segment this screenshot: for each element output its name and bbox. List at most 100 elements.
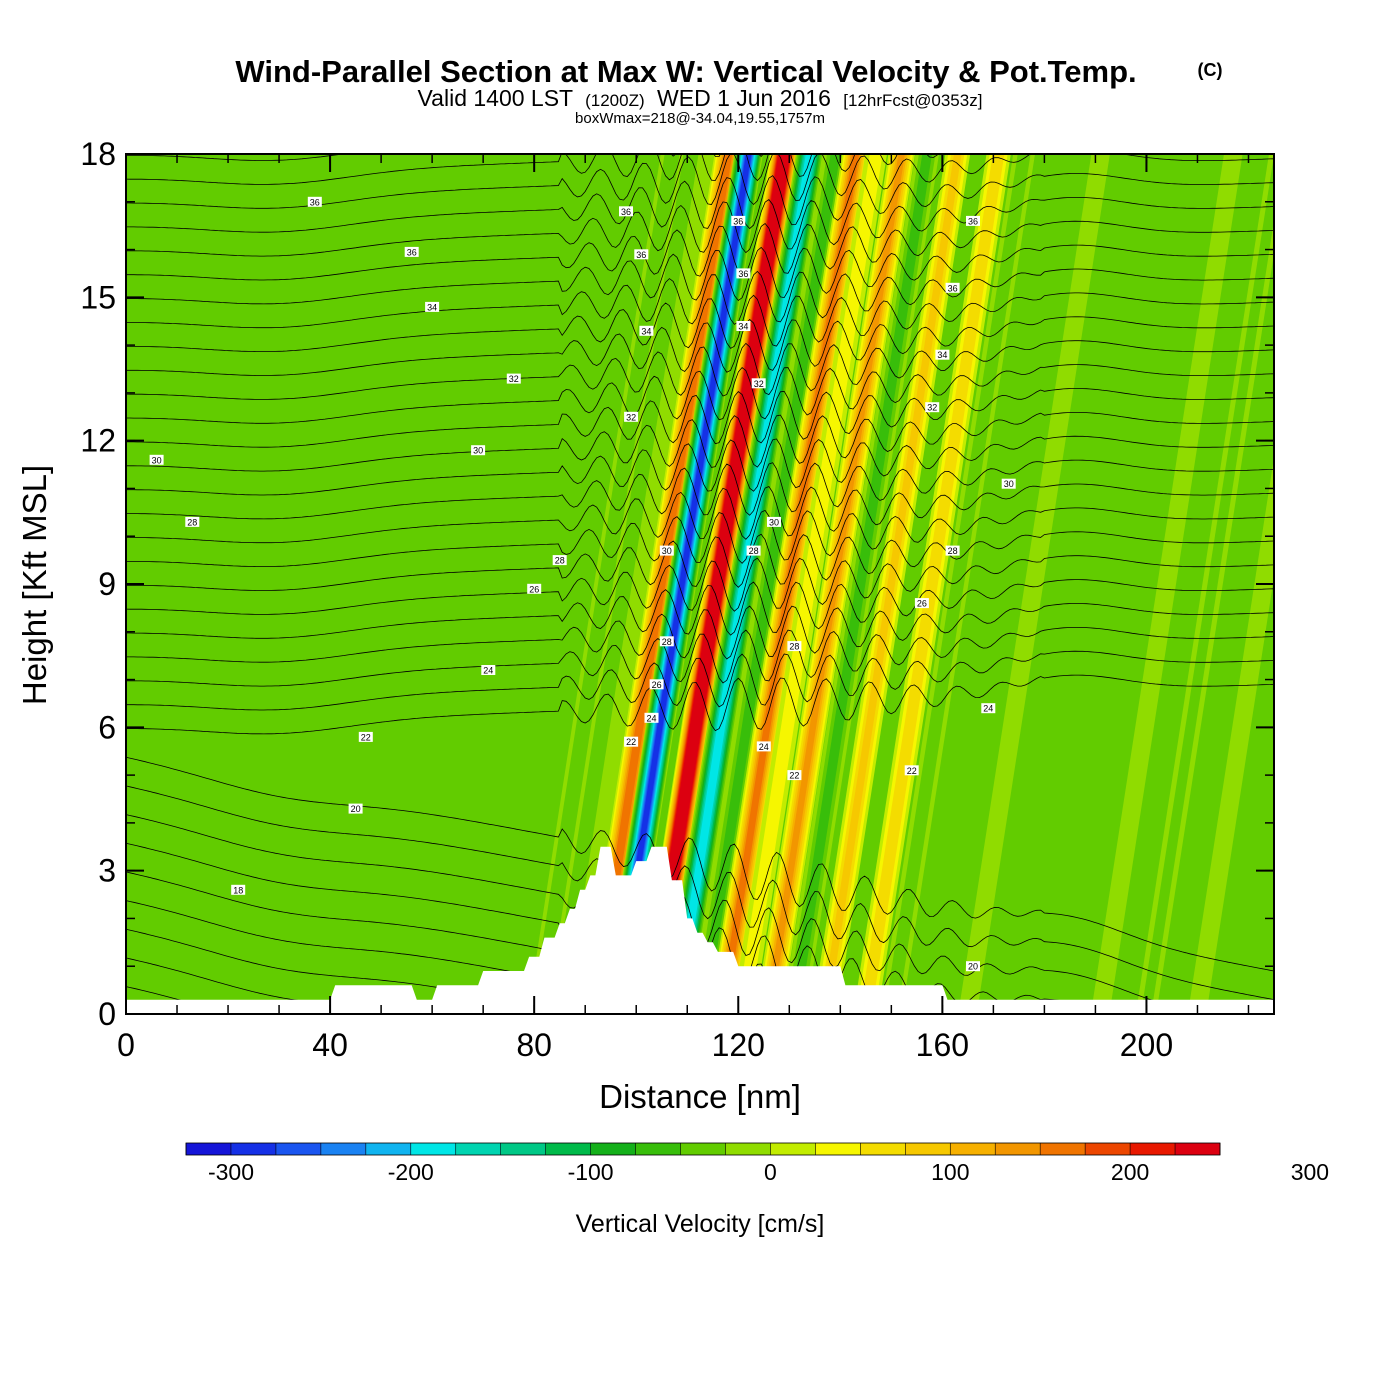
velocity-band-6-2 xyxy=(698,154,841,1005)
velocity-band-9-5 xyxy=(766,154,905,1005)
svg-text:32: 32 xyxy=(626,412,636,422)
contour-label-6: 28 xyxy=(185,516,200,527)
theta-contour-17 xyxy=(126,507,1274,567)
forecast-info: [12hrFcst@0353z] xyxy=(843,91,982,110)
colorbar-swatch-4 xyxy=(365,1143,412,1155)
contour-label-22: 36 xyxy=(731,215,746,226)
theta-contour-33 xyxy=(126,154,939,185)
velocity-band-16-0 xyxy=(1137,154,1274,1005)
contour-label-39: 22 xyxy=(904,765,919,776)
svg-text:32: 32 xyxy=(509,374,519,384)
theta-contour-18 xyxy=(126,483,1274,544)
contour-label-16: 32 xyxy=(624,411,639,422)
x-axis-label: Distance [nm] xyxy=(599,1078,801,1115)
velocity-band-0-1 xyxy=(532,154,680,1005)
contour-label-40: 20 xyxy=(966,961,980,972)
contour-label-19: 26 xyxy=(649,679,664,690)
y-tick-label-6: 18 xyxy=(80,136,116,172)
velocity-band-3-11 xyxy=(614,154,752,1005)
svg-text:30: 30 xyxy=(1004,479,1014,489)
contour-label-36: 28 xyxy=(945,545,960,556)
svg-text:30: 30 xyxy=(662,546,672,556)
colorbar-swatch-3 xyxy=(320,1143,367,1155)
contour-label-1: 36 xyxy=(404,246,419,257)
contour-label-11: 20 xyxy=(348,803,363,814)
svg-text:28: 28 xyxy=(948,546,958,556)
y-axis-label: Height [Kft MSL] xyxy=(16,465,53,705)
svg-text:22: 22 xyxy=(907,766,917,776)
theta-contour-34 xyxy=(126,154,764,161)
svg-text:34: 34 xyxy=(738,322,748,332)
svg-text:36: 36 xyxy=(738,269,748,279)
contour-label-30: 22 xyxy=(787,770,802,781)
svg-text:36: 36 xyxy=(621,207,631,217)
svg-text:30: 30 xyxy=(769,517,779,527)
svg-text:26: 26 xyxy=(529,584,539,594)
contour-label-24: 34 xyxy=(736,321,751,332)
svg-text:28: 28 xyxy=(749,546,759,556)
y-tick-label-3: 9 xyxy=(98,566,116,602)
contour-label-20: 24 xyxy=(644,712,659,723)
colorbar-swatch-7 xyxy=(500,1143,547,1155)
theta-contour-31 xyxy=(126,173,1274,233)
x-tick-label-0: 0 xyxy=(117,1027,135,1063)
contour-label-15: 34 xyxy=(639,325,654,336)
svg-text:36: 36 xyxy=(733,216,743,226)
valid-date: WED 1 Jun 2016 xyxy=(657,85,831,111)
svg-text:24: 24 xyxy=(483,666,493,676)
theta-contour-3 xyxy=(126,928,710,1014)
colorbar-swatch-8 xyxy=(545,1143,592,1155)
contour-label-14: 36 xyxy=(634,249,649,260)
velocity-band-12-2 xyxy=(861,154,1005,1005)
contour-label-27: 28 xyxy=(746,545,761,556)
colorbar-swatch-18 xyxy=(995,1143,1041,1155)
colorbar-swatch-22 xyxy=(1175,1143,1221,1155)
svg-text:22: 22 xyxy=(361,732,371,742)
colorbar-tick-1: -200 xyxy=(388,1159,434,1185)
contour-label-32: 36 xyxy=(945,282,960,293)
svg-text:28: 28 xyxy=(555,556,565,566)
svg-text:28: 28 xyxy=(789,642,799,652)
theta-contour-13 xyxy=(126,603,1274,663)
colorbar-swatch-2 xyxy=(275,1143,322,1155)
colorbar-swatch-0 xyxy=(186,1143,232,1155)
velocity-band-7-6 xyxy=(720,154,860,1005)
valid-time-line: Valid 1400 LST (1200Z) WED 1 Jun 2016 [1… xyxy=(418,85,983,111)
svg-text:30: 30 xyxy=(152,455,162,465)
svg-text:30: 30 xyxy=(473,446,483,456)
svg-text:34: 34 xyxy=(427,302,437,312)
colorbar-tick-3: 0 xyxy=(764,1159,777,1185)
colorbar-swatch-19 xyxy=(1040,1143,1086,1155)
theta-contour-0 xyxy=(126,1015,1274,1229)
theta-contour-40 xyxy=(126,0,1274,17)
contour-label-38: 24 xyxy=(981,703,996,714)
colorbar-swatch-16 xyxy=(905,1143,951,1155)
contour-label-25: 32 xyxy=(751,378,766,389)
contour-label-2: 34 xyxy=(425,301,440,312)
colorbar-swatch-17 xyxy=(950,1143,996,1155)
colorbar: -300 -200 -100 0 100 200 300 xyxy=(185,1142,1329,1185)
colorbar-tick-6: 300 xyxy=(1291,1159,1329,1185)
svg-text:22: 22 xyxy=(626,737,636,747)
contour-label-9: 24 xyxy=(481,665,496,676)
theta-contour-30 xyxy=(126,197,1274,257)
valid-zulu: (1200Z) xyxy=(585,91,645,110)
svg-text:34: 34 xyxy=(641,326,651,336)
y-tick-label-5: 15 xyxy=(80,279,116,315)
theta-contour-26 xyxy=(126,292,1274,352)
theta-contour-12 xyxy=(126,627,1274,687)
terrain-mask xyxy=(126,846,1274,1015)
x-tick-label-1: 40 xyxy=(312,1027,348,1063)
svg-text:20: 20 xyxy=(351,804,361,814)
contour-label-34: 32 xyxy=(925,402,940,413)
x-tick-label-2: 80 xyxy=(516,1027,552,1063)
plot-area: 36 36 34 32 30 30 28 28 26 24 22 20 18 36 36 34 32 30 28 26… xyxy=(80,0,1275,1229)
colorbar-swatch-12 xyxy=(725,1143,771,1155)
svg-text:22: 22 xyxy=(789,771,799,781)
y-tick-label-0: 0 xyxy=(98,996,116,1032)
theta-contour-39 xyxy=(126,0,1274,41)
velocity-band-17-0 xyxy=(1189,457,1274,1005)
colorbar-tick-5: 200 xyxy=(1111,1159,1149,1185)
theta-contour-15 xyxy=(126,555,1274,615)
svg-text:32: 32 xyxy=(754,379,764,389)
